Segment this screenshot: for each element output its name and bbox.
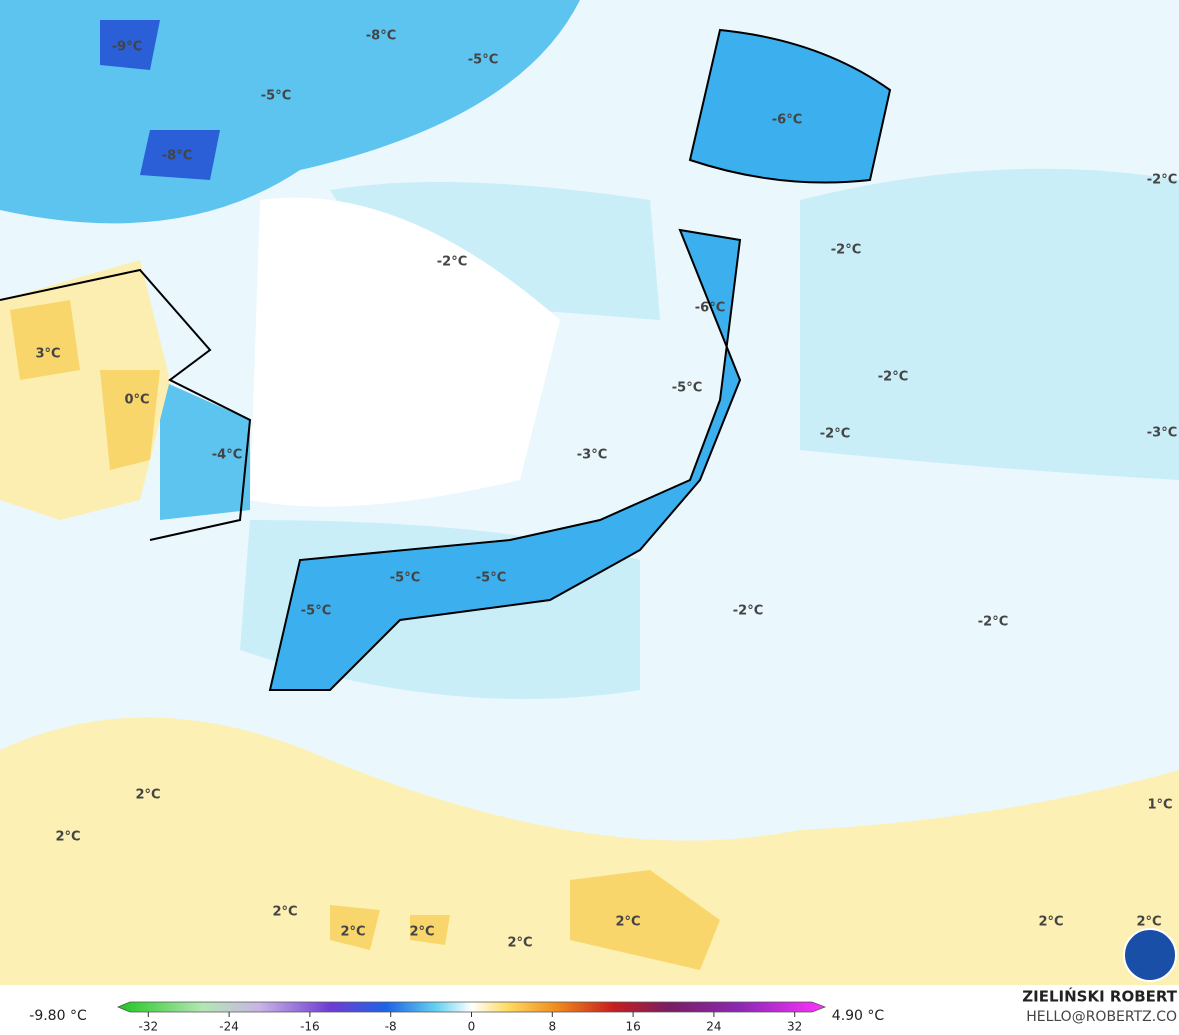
temperature-label: 2°C — [135, 788, 160, 803]
map-labels: -9°C -8°C -5°C -5°C -8°C -6°C -2°C -2°C -2°C -6°C… — [35, 29, 1177, 951]
colorbar-tick-label: 32 — [787, 1020, 802, 1034]
temperature-label: -3°C — [577, 448, 607, 463]
temperature-label: -2°C — [978, 615, 1008, 630]
temperature-label: -6°C — [695, 301, 725, 316]
temperature-label: -2°C — [878, 370, 908, 385]
colorbar-ticks: -32 -24 -16 -8 0 8 16 24 32 — [138, 1012, 802, 1034]
temperature-label: -8°C — [366, 29, 396, 44]
footer: -9.80 °C 4.90 °C -32 -24 -16 -8 0 8 16 24 32 ZIE… — [0, 985, 1179, 1035]
max-label: 4.90 °C — [832, 1008, 885, 1024]
temperature-label: -8°C — [162, 149, 192, 164]
colorbar-tick-label: -8 — [385, 1020, 397, 1034]
colorbar-tick-label: 24 — [706, 1020, 721, 1034]
temperature-label: 3°C — [35, 347, 60, 362]
temperature-label: -4°C — [212, 448, 242, 463]
colorbar-tick-label: -32 — [138, 1020, 158, 1034]
temperature-label: -2°C — [1147, 173, 1177, 188]
credit-site: HELLO@ROBERTZ.CO — [1026, 1009, 1177, 1025]
temperature-label: -5°C — [390, 571, 420, 586]
temperature-label: 2°C — [340, 925, 365, 940]
temperature-label: 2°C — [1038, 915, 1063, 930]
temperature-label: -2°C — [437, 255, 467, 270]
temperature-label: 2°C — [1136, 915, 1161, 930]
temperature-label: -2°C — [820, 427, 850, 442]
temperature-label: 2°C — [409, 925, 434, 940]
colorbar-tick-label: 16 — [625, 1020, 640, 1034]
temperature-label: -5°C — [476, 571, 506, 586]
colorbar-tick-label: -16 — [300, 1020, 320, 1034]
temperature-label: -5°C — [672, 381, 702, 396]
temperature-label: -5°C — [261, 89, 291, 104]
colorbar-tick-label: -24 — [219, 1020, 239, 1034]
temperature-label: -2°C — [733, 604, 763, 619]
min-label: -9.80 °C — [29, 1008, 87, 1024]
credit-name: ZIELIŃSKI ROBERT — [1022, 987, 1177, 1006]
colorbar — [116, 1001, 827, 1013]
temperature-label: 1°C — [1147, 798, 1172, 813]
temperature-label: -5°C — [468, 53, 498, 68]
map — [0, 0, 1179, 985]
temperature-label: -5°C — [301, 604, 331, 619]
temperature-label: 2°C — [272, 905, 297, 920]
temperature-label: 0°C — [124, 393, 149, 408]
temperature-label: -3°C — [1147, 426, 1177, 441]
temperature-label: 2°C — [615, 915, 640, 930]
colorbar-tick-label: 0 — [468, 1020, 476, 1034]
temperature-label: -6°C — [772, 113, 802, 128]
temperature-label: -2°C — [831, 243, 861, 258]
temperature-label: 2°C — [507, 936, 532, 951]
temperature-label: -9°C — [112, 40, 142, 55]
colorbar-tick-label: 8 — [548, 1020, 556, 1034]
temperature-label: 2°C — [55, 830, 80, 845]
